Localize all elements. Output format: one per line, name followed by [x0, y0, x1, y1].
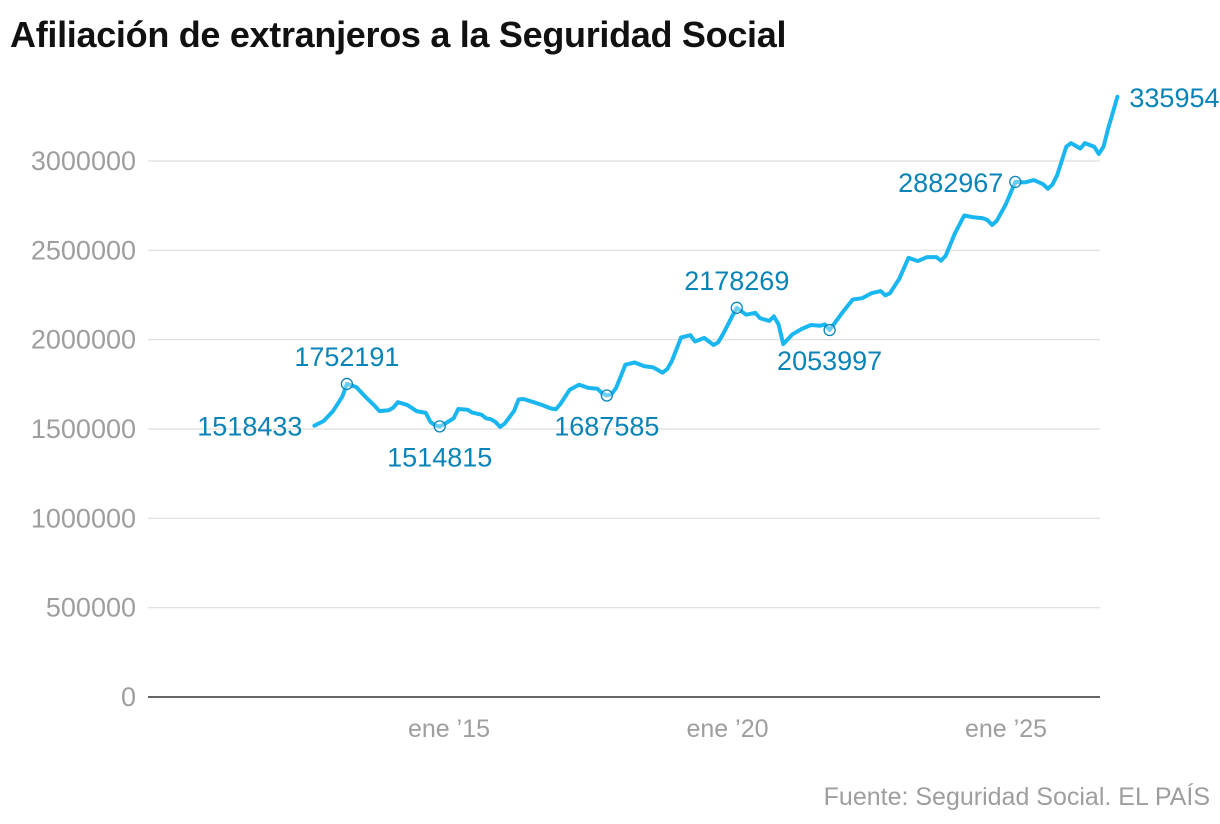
y-tick-label: 2000000	[31, 325, 136, 355]
annotation-marker	[1009, 175, 1022, 189]
grid-lines	[148, 160, 1100, 698]
x-axis: ene ’15 ene ’20 ene ’25	[408, 715, 1047, 743]
annotation-label: 1514815	[387, 442, 492, 472]
chart-title: Afiliación de extranjeros a la Seguridad…	[10, 14, 787, 55]
annotation-label: 1752191	[294, 342, 399, 372]
y-tick-label: 500000	[46, 593, 136, 623]
annotations: 1518433 1752191 1514815 1687585 2178269 20539…	[197, 83, 1220, 473]
y-tick-label: 2500000	[31, 235, 136, 265]
series-line	[312, 94, 1120, 429]
annotation-label: 1518433	[197, 412, 302, 442]
annotation-label: 3359548	[1129, 83, 1220, 113]
annotation-label: 1687585	[554, 411, 659, 441]
annotation-marker	[823, 323, 836, 337]
x-tick-label: ene ’15	[408, 715, 490, 743]
x-tick-label: ene ’25	[965, 715, 1047, 743]
annotation-marker	[433, 420, 446, 433]
y-tick-label: 1500000	[31, 414, 136, 444]
y-tick-label: 3000000	[31, 146, 136, 176]
annotation-label: 2053997	[777, 346, 882, 376]
y-tick-label: 0	[121, 682, 136, 712]
series-group	[312, 94, 1120, 429]
annotation-marker	[730, 301, 743, 314]
annotation-marker	[600, 389, 613, 402]
annotation-marker	[340, 377, 354, 391]
y-axis: 0 500000 1000000 1500000 2000000 2500000 30000…	[31, 146, 136, 712]
source-note: Fuente: Seguridad Social. EL PAÍS	[823, 783, 1210, 811]
annotation-label: 2178269	[684, 266, 789, 296]
y-tick-label: 1000000	[31, 503, 136, 533]
x-tick-label: ene ’20	[686, 715, 768, 743]
annotation-label: 2882967	[898, 168, 1003, 198]
